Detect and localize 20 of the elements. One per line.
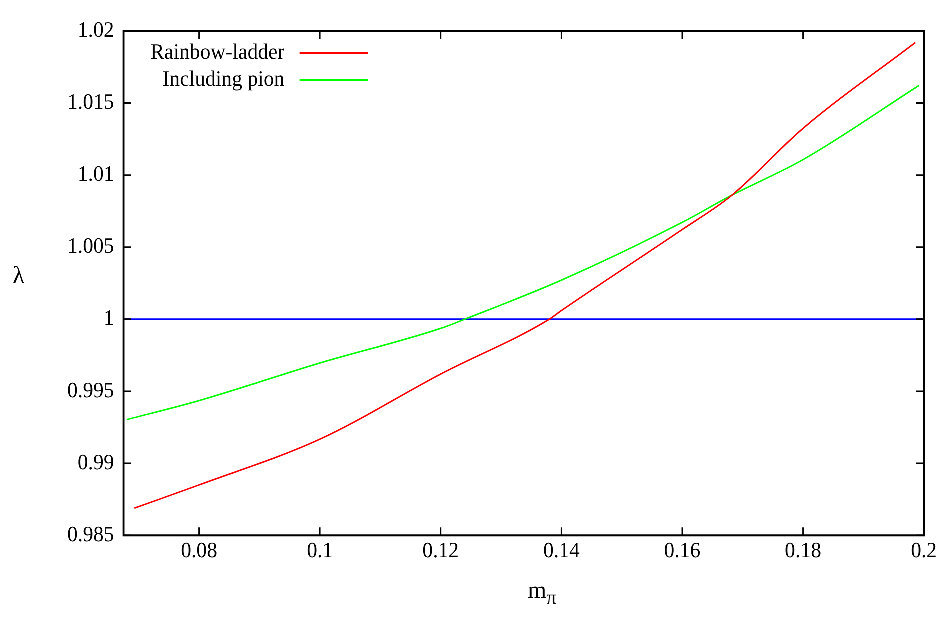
y-tick-label: 0.995 xyxy=(67,378,114,402)
x-tick-label: 0.1 xyxy=(307,538,334,563)
x-tick-label: 0.2 xyxy=(911,538,938,563)
legend-label: Rainbow-ladder xyxy=(150,39,285,64)
y-tick-label: 1.01 xyxy=(78,162,114,186)
line-series xyxy=(134,42,916,510)
x-tick-label: 0.18 xyxy=(785,538,822,563)
legend-label: Including pion xyxy=(162,66,285,92)
y-tick-label: 0.99 xyxy=(78,450,114,474)
x-tick-label: 0.14 xyxy=(543,538,580,563)
y-axis-title: λ xyxy=(13,263,25,290)
x-axis-title: m$_{π}$ xyxy=(528,578,557,610)
x-tick-label: 0.08 xyxy=(181,538,218,563)
y-tick-label: 1.02 xyxy=(78,17,114,42)
y-tick-label: 1.015 xyxy=(67,90,114,114)
x-tick-label: 0.16 xyxy=(664,538,701,563)
y-tick-label: 0.985 xyxy=(67,522,114,547)
y-tick-label: 1 xyxy=(104,306,114,330)
y-tick-label: 1.005 xyxy=(67,234,114,258)
x-tick-label: 0.12 xyxy=(422,538,460,563)
